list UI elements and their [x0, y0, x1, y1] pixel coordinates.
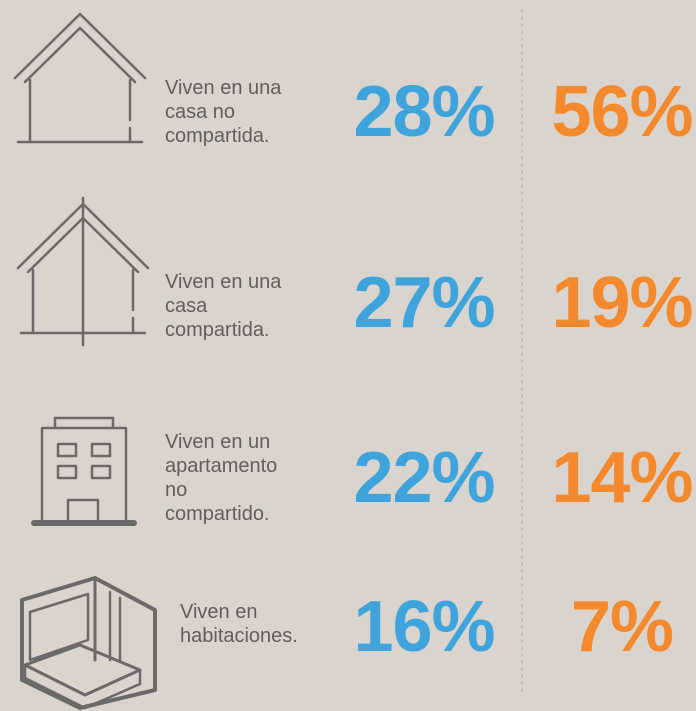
label-line: Viven en una	[165, 271, 282, 293]
label-line: Viven en una	[165, 77, 282, 99]
label-line: compartido.	[165, 503, 270, 525]
label-line: habitaciones.	[180, 625, 298, 647]
left-percent: 27%	[353, 263, 495, 343]
left-percent: 16%	[353, 587, 495, 667]
left-percent: 22%	[353, 438, 495, 518]
right-percent: 56%	[551, 72, 693, 152]
label-line: Viven en un	[165, 431, 271, 453]
row-label: Viven en habitaciones.	[180, 600, 298, 648]
room-icon	[20, 576, 157, 710]
row-label: Viven en un apartamento no compartido.	[165, 430, 277, 526]
right-percent: 19%	[551, 263, 693, 343]
label-line: compartida.	[165, 125, 270, 147]
label-line: no	[165, 479, 188, 501]
row-label: Viven en una casa compartida.	[165, 270, 281, 342]
label-line: casa	[165, 295, 208, 317]
label-line: apartamento	[165, 455, 278, 477]
apartment-icon	[31, 416, 137, 526]
label-line: casa no	[165, 101, 236, 123]
shared-house-icon	[16, 196, 150, 347]
row-label: Viven en una casa no compartida.	[165, 76, 281, 148]
left-percent: 28%	[353, 72, 495, 152]
right-percent: 14%	[551, 438, 693, 518]
label-line: Viven en	[180, 601, 258, 623]
house-icon	[13, 12, 147, 144]
right-percent: 7%	[570, 587, 674, 667]
label-line: compartida.	[165, 319, 270, 341]
